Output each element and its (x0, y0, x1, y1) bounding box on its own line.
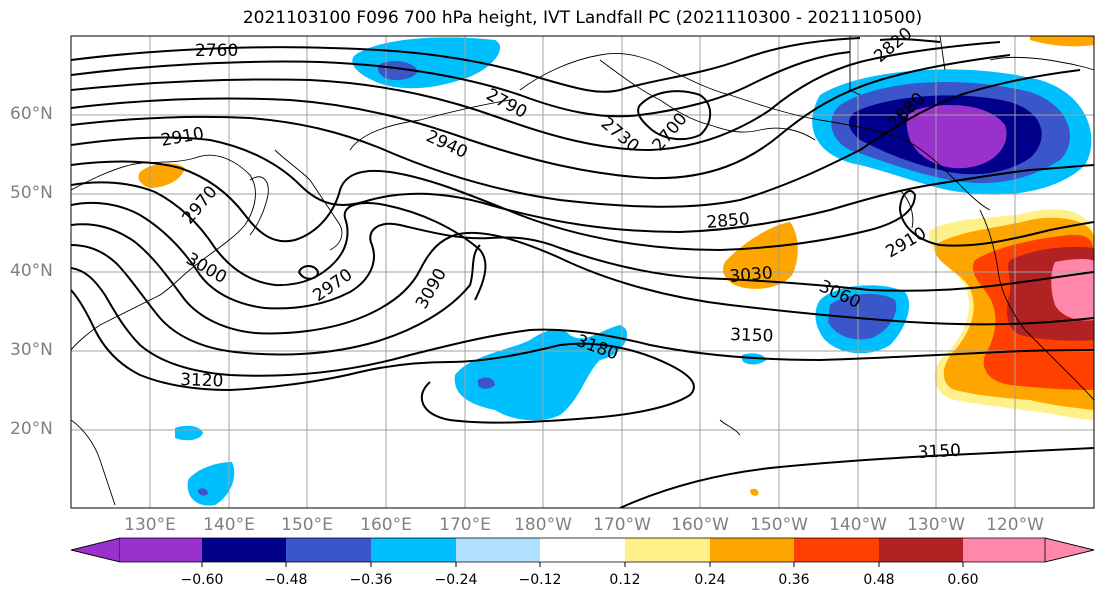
contour-label: 2850 (706, 209, 751, 233)
colorbar-tick-label: 0.36 (778, 572, 810, 588)
contour-label: 3150 (730, 325, 774, 346)
colorbar-bin (456, 538, 540, 562)
colorbar-tick-label: 0.48 (863, 572, 895, 588)
contour-label: 3120 (180, 370, 224, 391)
shade-negative-sw2 (187, 462, 235, 506)
height-contours (71, 37, 1094, 508)
shade-negative-mid-2 (828, 293, 897, 340)
colorbar-bin (202, 538, 286, 562)
colorbar-bin (371, 538, 456, 562)
lon-label: 160°E (360, 515, 412, 535)
shade-positive-small (750, 488, 759, 496)
lon-label: 170°W (593, 515, 651, 535)
colorbar-tick-label: 0.60 (947, 572, 979, 588)
colorbar-bin (794, 538, 879, 562)
colorbar-max-extend (1044, 537, 1095, 563)
colorbar-tick-label: −0.48 (264, 572, 308, 588)
colorbar-min-extend (70, 537, 121, 563)
lon-label: 120°W (986, 515, 1044, 535)
lon-label: 140°W (829, 515, 887, 535)
colorbar-bin (120, 538, 202, 562)
colorbar (70, 537, 1095, 567)
lon-label: 170°E (439, 515, 491, 535)
shade-negative-sub-2 (478, 377, 495, 389)
lon-label: 180°W (514, 515, 572, 535)
colorbar-outline (70, 537, 1095, 563)
lon-label: 150°E (281, 515, 333, 535)
colorbar-bin (963, 538, 1045, 562)
colorbar-bin (540, 538, 625, 562)
shade-positive-top (1030, 36, 1094, 47)
colorbar-bin (286, 538, 371, 562)
contour-label: 3030 (729, 263, 774, 287)
lon-label: 130°W (907, 515, 965, 535)
colorbar-bin (710, 538, 794, 562)
colorbar-bin (879, 538, 963, 562)
shade-negative-sw3 (198, 488, 208, 496)
lat-label: 60°N (10, 104, 53, 124)
shade-negative-sub (454, 325, 628, 421)
figure-title: 2021103100 F096 700 hPa height, IVT Land… (242, 8, 923, 28)
coastlines (71, 36, 1094, 506)
shade-negative-sw1 (175, 425, 203, 441)
colorbar-tick-label: −0.24 (434, 572, 478, 588)
colorbar-tick-label: 0.12 (609, 572, 641, 588)
map-frame (70, 35, 1095, 509)
lon-label: 150°W (750, 515, 808, 535)
lon-label: 140°E (203, 515, 255, 535)
lat-label: 50°N (10, 183, 53, 203)
lat-label: 40°N (10, 261, 53, 281)
shade-negative-ne-4 (906, 105, 1007, 169)
colorbar-bin (625, 538, 710, 562)
shade-negative-n-2 (377, 61, 418, 80)
colorbar-tick-label: −0.36 (349, 572, 393, 588)
lon-label: 160°W (671, 515, 729, 535)
shaded-ivt-field (138, 36, 1094, 506)
contour-label: 2760 (195, 41, 238, 61)
colorbar-tick-label: −0.12 (518, 572, 562, 588)
lat-label: 30°N (10, 340, 53, 360)
colorbar-tick-label: 0.24 (694, 572, 726, 588)
colorbar-tick-label: −0.60 (180, 572, 224, 588)
lat-label: 20°N (10, 419, 53, 439)
contour-label: 3150 (917, 441, 961, 463)
lon-label: 130°E (124, 515, 176, 535)
